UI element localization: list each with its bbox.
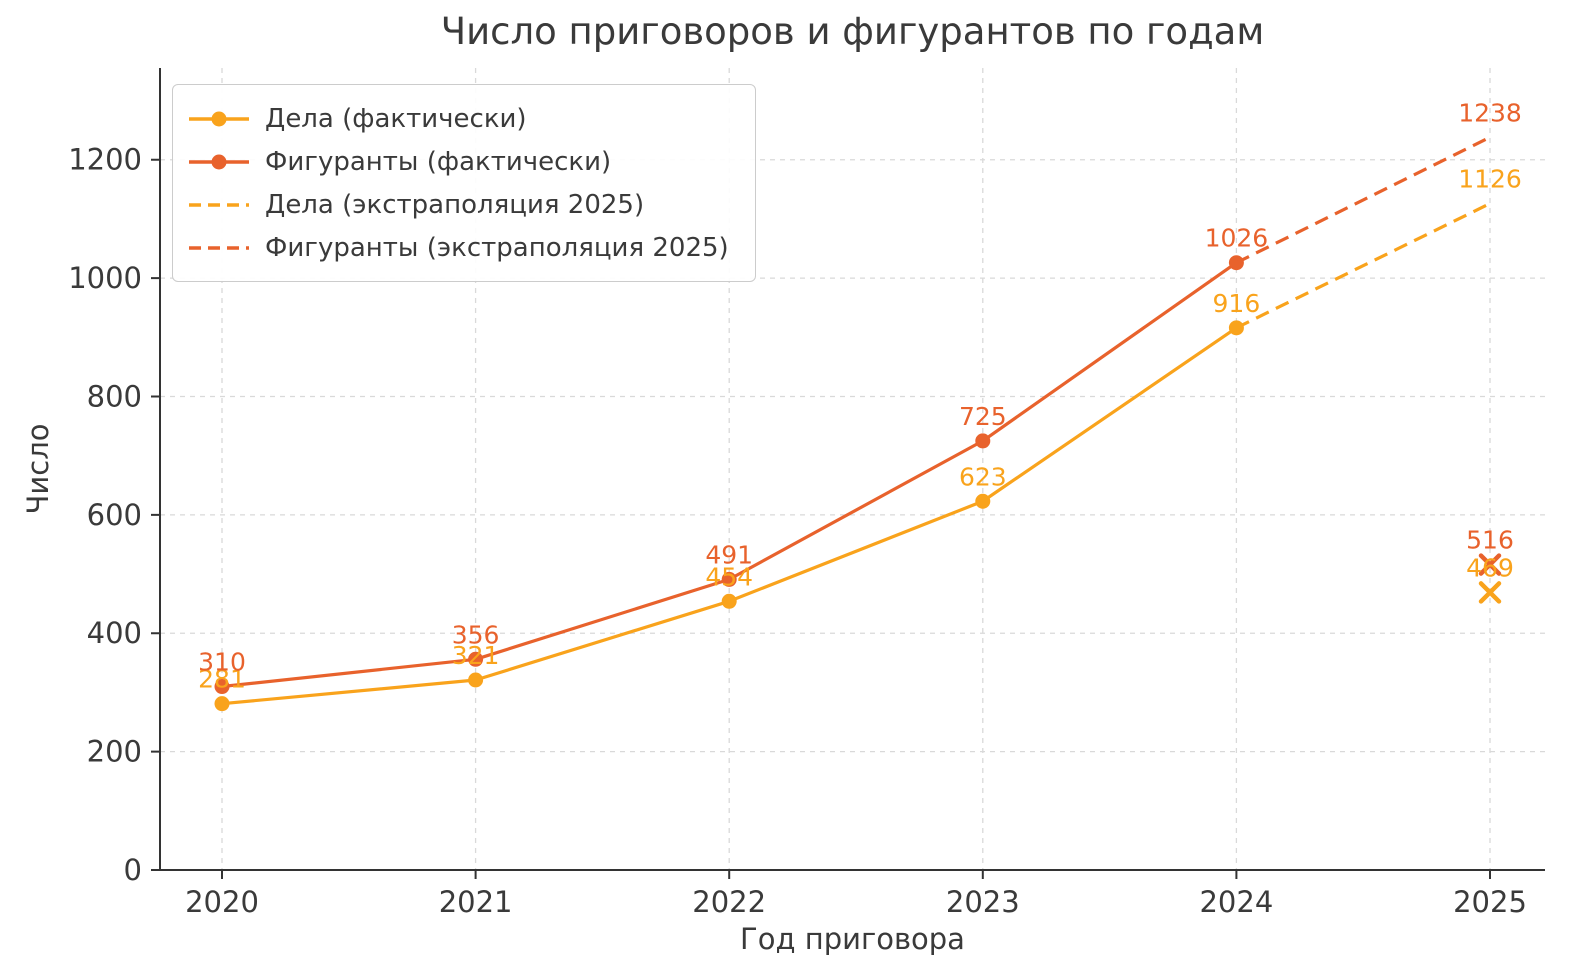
x-tick-label: 2023 [946,885,1020,919]
x-tick-label: 2025 [1453,885,1527,919]
legend-sample [189,202,249,207]
x-axis-label: Год приговора [740,922,965,956]
data-point [214,679,230,695]
data-point [721,593,737,609]
legend-label: Дела (экстраполяция 2025) [265,189,645,220]
x-tick-label: 2024 [1199,885,1273,919]
data-point [468,672,484,688]
chart-title: Число приговоров и фигурантов по годам [440,10,1265,53]
data-point [468,651,484,667]
y-axis-label: Число [21,423,55,515]
point-label: 321 [452,641,500,670]
x-marker [1478,581,1502,604]
data-point [214,696,230,712]
legend-item: Дела (фактически) [187,97,729,140]
x-tick-label: 2021 [439,885,513,919]
legend-item: Фигуранты (экстраполяция 2025) [187,226,729,269]
point-label: 1126 [1458,165,1522,194]
legend-label: Дела (фактически) [265,103,527,134]
point-label: 310 [198,648,246,677]
x-tick-label: 2020 [185,885,259,919]
data-point [975,493,991,509]
x-tick-label: 2022 [692,885,766,919]
legend: Дела (фактически) Фигуранты (фактически) Д… [172,84,756,282]
point-label: 623 [959,462,1007,491]
legend-label: Фигуранты (экстраполяция 2025) [265,232,729,263]
point-label: 281 [198,665,246,694]
series-line-3 [1235,135,1491,265]
point-label: 469 [1466,553,1514,582]
point-label: 725 [959,402,1007,431]
point-label: 491 [705,540,753,569]
point-label: 454 [705,562,753,591]
data-point [721,571,737,587]
point-label: 1026 [1205,224,1269,253]
legend-sample [189,111,249,126]
point-label: 516 [1466,526,1514,555]
y-tick-label: 400 [87,616,142,650]
y-tick-label: 600 [87,498,142,532]
point-label: 1238 [1458,98,1522,127]
point-label: 356 [452,620,500,649]
point-label: 916 [1213,289,1261,318]
y-tick-label: 200 [87,735,142,769]
series-line-0 [221,326,1238,706]
x-marker [1478,553,1502,576]
legend-label: Фигуранты (фактически) [265,146,612,177]
legend-item: Дела (экстраполяция 2025) [187,183,729,226]
y-tick-label: 1200 [68,143,142,177]
series-line-2 [1235,202,1491,330]
legend-sample [189,245,249,250]
legend-item: Фигуранты (фактически) [187,140,729,183]
legend-sample [189,154,249,169]
y-tick-label: 800 [87,379,142,413]
y-tick-label: 0 [124,853,142,887]
y-tick-label: 1000 [68,261,142,295]
data-point [975,433,991,449]
